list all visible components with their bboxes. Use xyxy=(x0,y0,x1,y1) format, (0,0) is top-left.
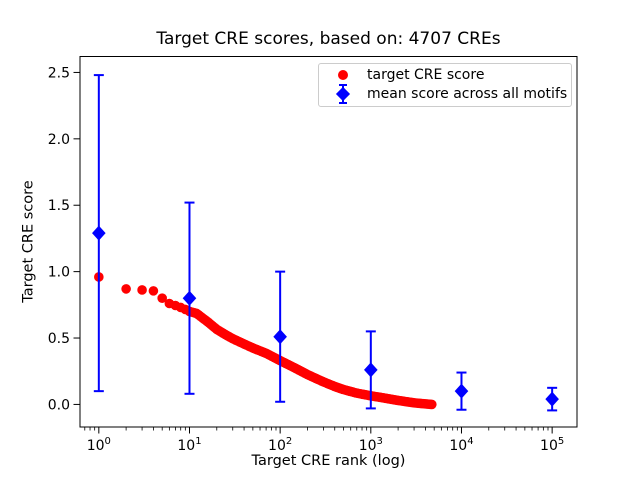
target-score-point xyxy=(121,284,131,294)
red-dot-icon xyxy=(338,70,348,80)
mean-score-diamond xyxy=(182,290,197,306)
errorbar-cap-top-icon xyxy=(339,84,347,86)
x-tick-label: 103 xyxy=(359,436,383,454)
target-score-point xyxy=(148,286,159,296)
x-axis-ticks xyxy=(84,427,553,434)
y-axis-label: Target CRE score xyxy=(20,180,37,303)
red-circle-marker-icon xyxy=(319,70,367,80)
errorbar-glyph xyxy=(333,84,353,104)
target-score-point xyxy=(427,399,437,410)
plot-border xyxy=(79,56,578,428)
legend-label-mean-score: mean score across all motifs xyxy=(367,86,568,102)
y-tick-label: 2.0 xyxy=(48,132,70,148)
x-tick-label: 101 xyxy=(177,436,201,454)
blue-diamond-errorbar-marker-icon xyxy=(319,84,367,104)
y-axis-ticks xyxy=(73,71,80,405)
legend-label-target-score: target CRE score xyxy=(367,67,485,83)
x-tick-label: 105 xyxy=(540,436,564,454)
y-tick-label: 2.5 xyxy=(48,65,70,81)
mean-errorbar-series xyxy=(92,74,559,412)
mean-score-diamond xyxy=(545,391,559,407)
errorbar-cap-bottom-icon xyxy=(339,102,347,104)
y-tick-label: 1.0 xyxy=(48,265,70,281)
legend: target CRE score mean score across all m… xyxy=(318,63,572,107)
blue-diamond-icon xyxy=(335,86,351,102)
chart-title: Target CRE scores, based on: 4707 CREs xyxy=(156,29,501,49)
legend-entry-mean-score: mean score across all motifs xyxy=(319,84,571,104)
target-score-point xyxy=(137,285,147,295)
legend-entry-target-score: target CRE score xyxy=(319,66,571,84)
x-axis-label: Target CRE rank (log) xyxy=(251,453,406,469)
y-tick-label: 0.5 xyxy=(48,331,70,347)
mean-score-diamond xyxy=(273,329,287,345)
mean-score-diamond xyxy=(92,225,106,241)
mean-score-diamond xyxy=(454,383,469,399)
target-score-point xyxy=(157,293,167,303)
y-tick-label: 1.5 xyxy=(48,198,70,214)
mean-score-diamond xyxy=(364,362,378,378)
x-tick-label: 102 xyxy=(268,436,292,454)
y-tick-label: 0.0 xyxy=(48,397,70,413)
red-scatter-series xyxy=(94,272,437,410)
x-tick-label: 104 xyxy=(449,436,473,454)
x-tick-label: 100 xyxy=(87,436,111,454)
